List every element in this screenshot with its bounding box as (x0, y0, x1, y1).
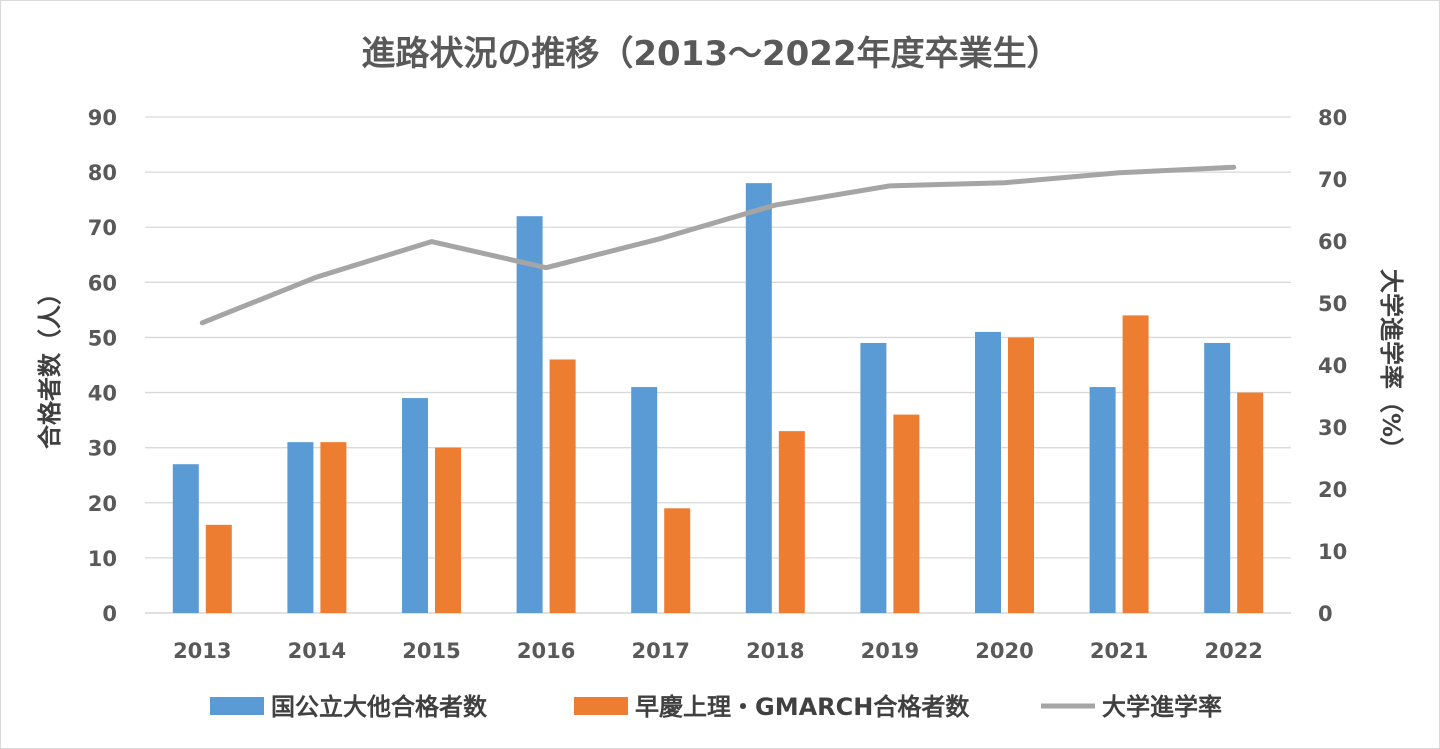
bar-private-2019 (893, 414, 920, 613)
legend-label-0: 国公立大他合格者数 (271, 693, 488, 721)
legend-swatch-1 (574, 697, 628, 715)
left-axis-title: 合格者数（人） (36, 281, 64, 449)
x-tick-label: 2019 (861, 639, 919, 663)
line-university-rate (199, 164, 1237, 326)
left-tick-label: 70 (88, 216, 117, 240)
left-tick-label: 40 (88, 382, 117, 406)
legend-label-1: 早慶上理・GMARCH合格者数 (635, 693, 970, 721)
left-tick-label: 50 (88, 326, 117, 350)
x-axis-ticks: 2013 2014 2015 2016 2017 2018 2019 2020 2021 2022 (173, 639, 1263, 663)
bar-national-2020 (975, 331, 1001, 613)
bar-private-2021 (1122, 315, 1149, 613)
bar-national-2022 (1204, 342, 1231, 613)
bar-national-2014 (287, 442, 314, 613)
legend: 国公立大他合格者数 早慶上理・GMARCH合格者数 大学進学率 (210, 693, 1222, 721)
right-tick-label: 60 (1318, 230, 1347, 254)
bar-private-2017 (664, 508, 691, 613)
x-tick-label: 2015 (402, 639, 460, 663)
legend-swatch-0 (210, 697, 264, 715)
right-tick-label: 10 (1318, 540, 1347, 564)
x-tick-label: 2016 (517, 639, 575, 663)
chart-title: 進路状況の推移（2013～2022年度卒業生） (361, 34, 1060, 74)
right-tick-label: 20 (1318, 478, 1347, 502)
legend-label-2: 大学進学率 (1102, 693, 1222, 721)
bar-national-2015 (402, 398, 428, 613)
bar-private-2015 (435, 447, 461, 613)
left-tick-label: 80 (88, 161, 117, 185)
x-tick-label: 2014 (288, 639, 346, 663)
right-tick-label: 0 (1318, 602, 1333, 626)
bar-national-2021 (1089, 387, 1116, 613)
bar-private-2022 (1237, 392, 1264, 613)
bar-national-2019 (860, 342, 887, 613)
bar-private-2018 (778, 431, 805, 613)
bars (172, 183, 1264, 613)
left-tick-label: 0 (102, 602, 117, 626)
bar-national-2016 (516, 216, 543, 613)
left-axis-ticks: 0 10 20 30 40 50 60 70 80 90 (88, 106, 117, 626)
bar-private-2013 (205, 524, 232, 613)
right-tick-label: 70 (1318, 168, 1347, 192)
bar-private-2020 (1008, 337, 1034, 613)
line-series (199, 164, 1237, 326)
right-tick-label: 40 (1318, 354, 1347, 378)
x-tick-label: 2021 (1090, 639, 1148, 663)
x-tick-label: 2018 (746, 639, 804, 663)
x-tick-label: 2013 (173, 639, 231, 663)
right-tick-label: 80 (1318, 106, 1347, 130)
right-axis-title: 大学進学率（%） (1377, 269, 1405, 461)
bar-national-2017 (631, 387, 658, 613)
left-tick-label: 10 (88, 547, 117, 571)
right-tick-label: 30 (1318, 416, 1347, 440)
bar-national-2018 (745, 183, 772, 613)
x-tick-label: 2020 (975, 639, 1033, 663)
right-axis-ticks: 0 10 20 30 40 50 60 70 80 (1318, 106, 1347, 626)
x-tick-label: 2022 (1204, 639, 1262, 663)
bar-private-2014 (320, 442, 347, 613)
x-tick-label: 2017 (631, 639, 689, 663)
left-tick-label: 30 (88, 437, 117, 461)
left-tick-label: 60 (88, 271, 117, 295)
bar-private-2016 (549, 359, 576, 613)
left-tick-label: 20 (88, 492, 117, 516)
right-tick-label: 50 (1318, 292, 1347, 316)
left-tick-label: 90 (88, 106, 117, 130)
gridlines (145, 116, 1291, 614)
bar-national-2013 (172, 464, 199, 613)
